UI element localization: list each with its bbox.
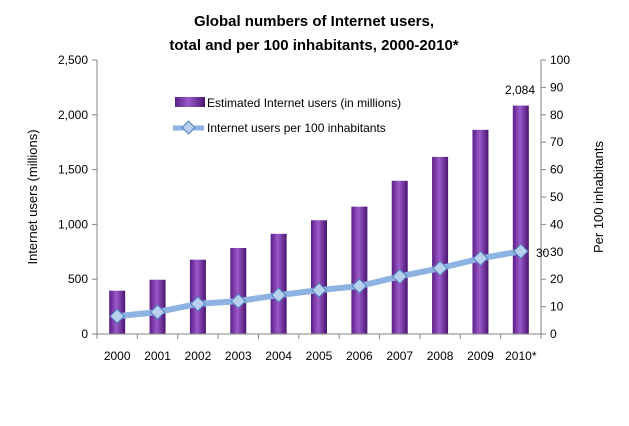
- x-tick-label: 2007: [386, 349, 413, 363]
- legend-line-marker: [181, 120, 196, 135]
- bar: [391, 180, 408, 334]
- chart-title-line2: total and per 100 inhabitants, 2000-2010…: [169, 37, 458, 54]
- line-point: [391, 268, 408, 285]
- left-axis-ticks: 0 500 1,000 1,500 2,000 2,500: [58, 53, 97, 341]
- legend-bar-label: Estimated Internet users (in millions): [207, 96, 401, 110]
- line-point: [472, 250, 489, 267]
- left-axis-title: Internet users (millions): [25, 129, 40, 264]
- bar: [472, 129, 489, 334]
- right-tick-label: 70: [550, 135, 564, 149]
- right-axis-title: Per 100 inhabitants: [591, 140, 606, 253]
- left-tick-label: 1,500: [58, 163, 88, 177]
- right-tick-label: 40: [550, 217, 564, 231]
- legend-line-label: Internet users per 100 inhabitants: [207, 121, 386, 135]
- x-tick-label: 2003: [225, 349, 252, 363]
- x-tick-label: 2002: [185, 349, 212, 363]
- line-point: [351, 278, 368, 294]
- bar: [270, 233, 287, 334]
- line-point: [190, 296, 206, 312]
- right-tick-label: 80: [550, 108, 564, 122]
- left-tick-label: 2,500: [58, 53, 88, 67]
- legend-bar-swatch: [175, 97, 205, 107]
- bar: [351, 206, 368, 334]
- right-tick-label: 50: [550, 190, 564, 204]
- right-tick-label: 100: [550, 53, 570, 67]
- left-tick-label: 500: [68, 272, 88, 286]
- right-tick-label: 0: [550, 327, 557, 341]
- line-point: [311, 282, 327, 298]
- line-series: [109, 243, 529, 324]
- last-bar-value-label: 2,084: [505, 83, 535, 97]
- bar: [311, 220, 327, 334]
- x-tick-label: 2009: [467, 349, 494, 363]
- right-axis-ticks: 0 10 20 30 40 50 60 70 80 90 100: [541, 53, 570, 341]
- left-tick-label: 2,000: [58, 108, 88, 122]
- chart-title-line1: Global numbers of Internet users,: [194, 13, 434, 30]
- right-tick-label: 10: [550, 300, 564, 314]
- last-point-value-label: 30: [536, 246, 550, 260]
- left-tick-label: 1,000: [58, 217, 88, 231]
- bar: [432, 156, 449, 334]
- right-tick-label: 90: [550, 80, 564, 94]
- x-tick-label: 2000: [104, 349, 131, 363]
- x-tick-label: 2005: [306, 349, 333, 363]
- left-tick-label: 0: [81, 327, 88, 341]
- right-tick-label: 20: [550, 272, 564, 286]
- x-tick-label: 2008: [427, 349, 454, 363]
- line-point: [149, 304, 166, 320]
- line-point: [230, 293, 247, 309]
- x-tick-label: 2004: [265, 349, 292, 363]
- right-tick-label: 60: [550, 163, 564, 177]
- x-tick-label: 2006: [346, 349, 373, 363]
- bar: [512, 105, 529, 334]
- line-point: [270, 287, 287, 303]
- right-tick-label: 30: [550, 245, 564, 259]
- line-point: [513, 243, 529, 260]
- category-labels: 2000 2001 2002 2003 2004 2005 2006 2007 2008 2009…: [96, 334, 542, 363]
- bar-series: [109, 105, 529, 334]
- legend: Estimated Internet users (in millions) I…: [173, 96, 401, 135]
- line-point: [109, 308, 125, 324]
- line-point: [432, 260, 448, 277]
- bar: [230, 247, 247, 334]
- x-tick-label: 2001: [144, 349, 171, 363]
- x-tick-label: 2010*: [505, 349, 537, 363]
